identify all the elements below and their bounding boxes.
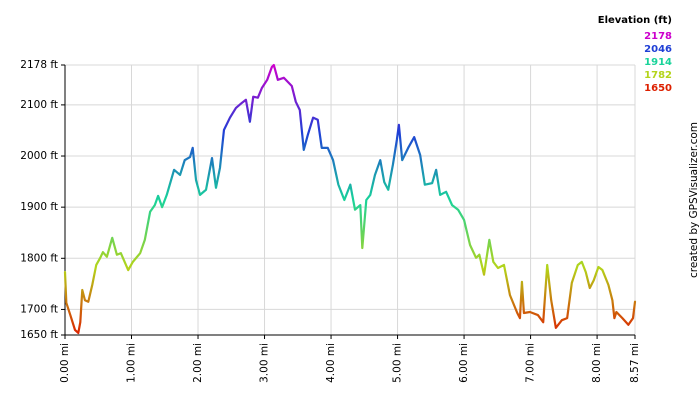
x-tick-label: 6.00 mi — [458, 343, 470, 383]
legend-value: 1914 — [644, 57, 672, 68]
x-tick-label: 4.00 mi — [325, 343, 337, 383]
x-tick-label: 3.00 mi — [259, 343, 271, 383]
x-tick-label: 2.00 mi — [192, 343, 204, 383]
y-tick-label: 1650 ft — [20, 329, 58, 341]
x-tick-label: 8.57 mi — [629, 343, 641, 383]
x-tick-label: 1.00 mi — [126, 343, 138, 383]
y-tick-label: 2000 ft — [20, 150, 58, 162]
y-tick-label: 2100 ft — [20, 99, 58, 111]
legend-value: 1782 — [644, 70, 672, 81]
legend-value: 2178 — [644, 31, 672, 42]
y-tick-label: 1900 ft — [20, 201, 58, 213]
elevation-line — [63, 63, 637, 335]
legend-value: 2046 — [644, 44, 672, 55]
y-tick-label: 1800 ft — [20, 252, 58, 264]
x-tick-label: 5.00 mi — [392, 343, 404, 383]
legend-value: 1650 — [644, 83, 672, 94]
credit: created by GPSVisualizer.com — [688, 122, 700, 278]
x-tick-label: 0.00 mi — [59, 343, 71, 383]
y-tick-label: 2178 ft — [20, 59, 58, 71]
legend-title: Elevation (ft) — [598, 15, 672, 26]
x-tick-label: 7.00 mi — [525, 343, 537, 383]
y-tick-label: 1700 ft — [20, 303, 58, 315]
x-tick-label: 8.00 mi — [591, 343, 603, 383]
